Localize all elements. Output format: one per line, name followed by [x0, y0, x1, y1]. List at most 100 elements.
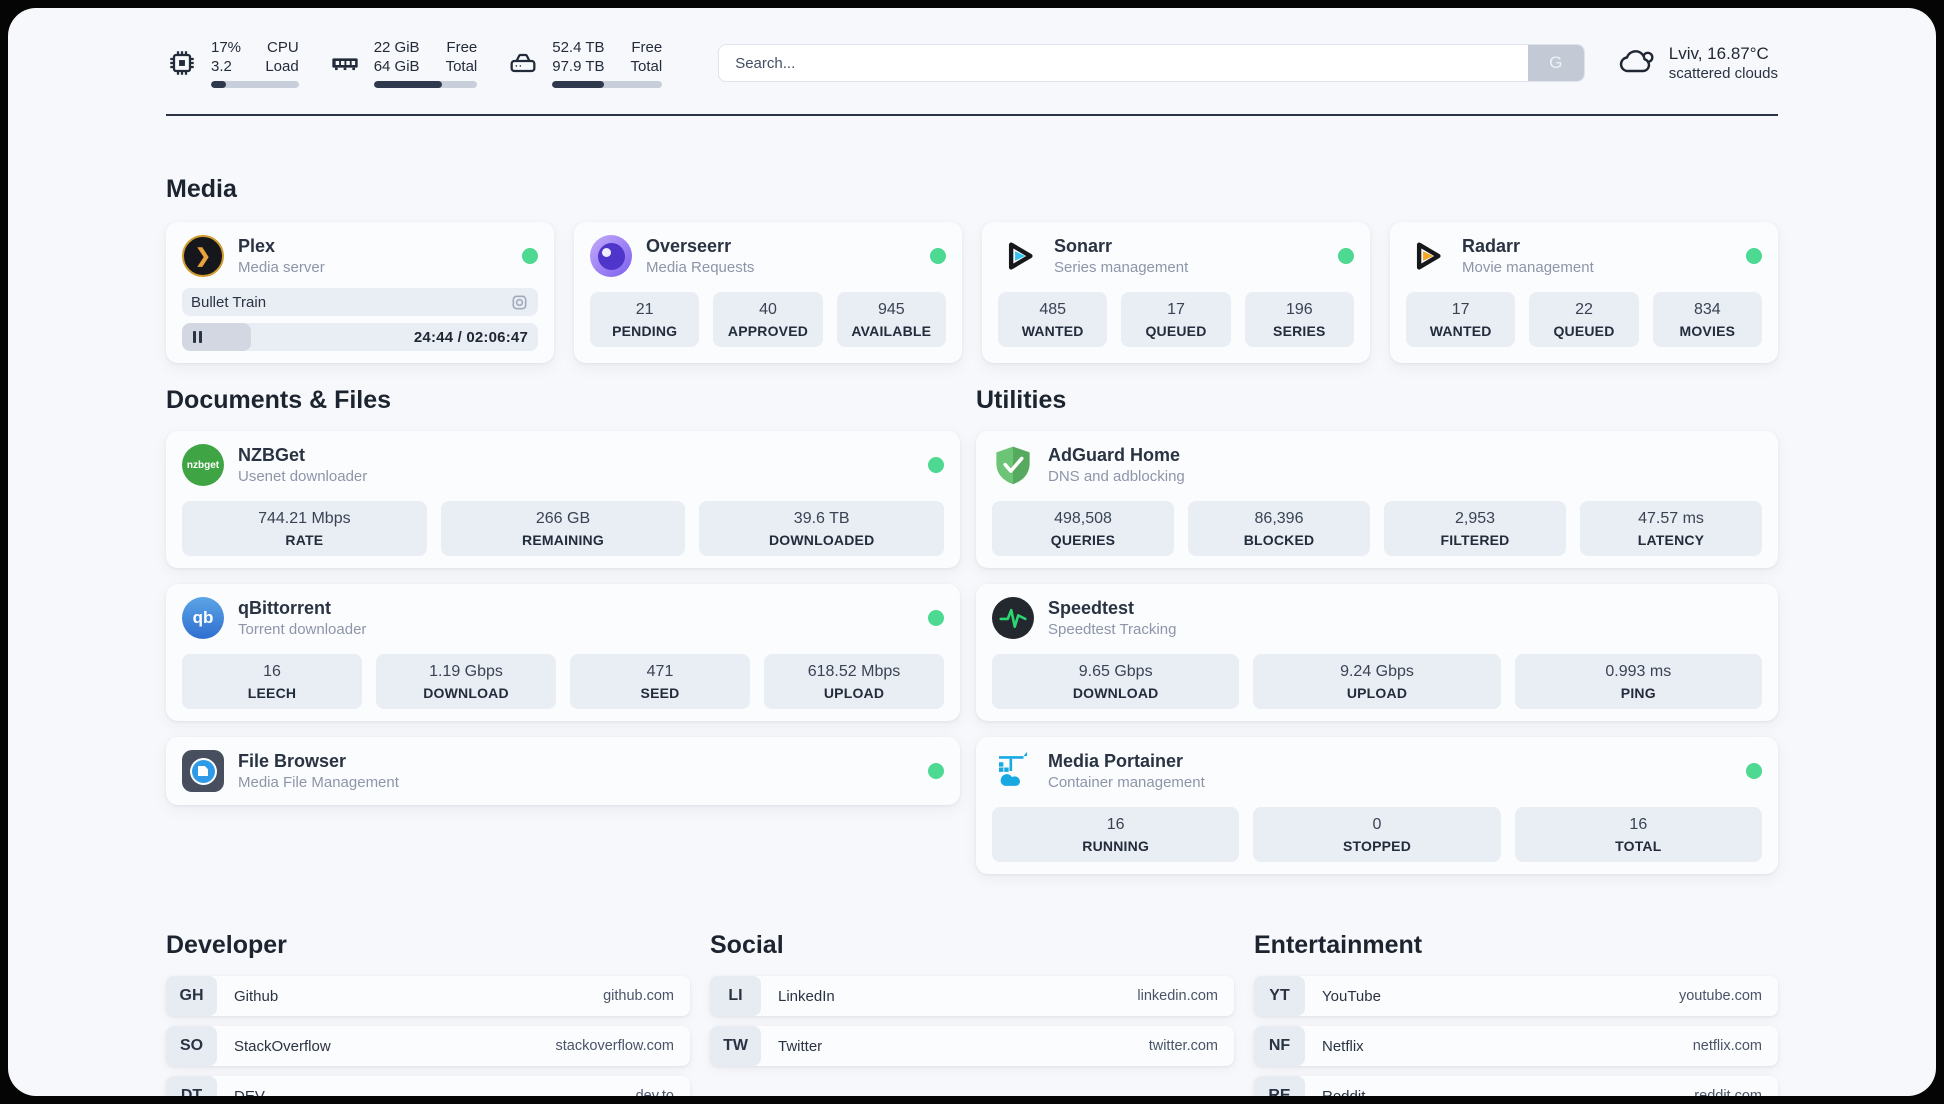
bookmark-group-social: Social LI LinkedIn linkedin.com TW Twitt…	[710, 930, 1234, 1096]
bookmark-github[interactable]: GH Github github.com	[166, 976, 690, 1016]
bookmark-abbr: RE	[1254, 1076, 1305, 1096]
bookmark-url: dev.to	[635, 1088, 674, 1096]
bookmark-twitter[interactable]: TW Twitter twitter.com	[710, 1026, 1234, 1066]
app-subtitle: Media File Management	[238, 774, 399, 791]
stat-pill: 0 STOPPED	[1253, 807, 1501, 862]
now-playing-row: Bullet Train	[182, 288, 538, 316]
qbittorrent-icon: qb	[182, 597, 224, 639]
bookmark-dev[interactable]: DT DEV dev.to	[166, 1076, 690, 1096]
bookmark-abbr: NF	[1254, 1026, 1305, 1066]
nzbget-icon: nzbget	[182, 444, 224, 486]
app-card-sonarr[interactable]: Sonarr Series management 485 WANTED 17 QUE…	[982, 222, 1370, 363]
bookmark-reddit[interactable]: RE Reddit reddit.com	[1254, 1076, 1778, 1096]
app-card-nzbget[interactable]: nzbget NZBGet Usenet downloader 744.21 M…	[166, 431, 960, 568]
disk-stat: 52.4 TB Free 97.9 TB Total	[507, 38, 663, 88]
bookmark-name: Reddit	[1322, 1087, 1366, 1097]
app-name: qBittorrent	[238, 598, 331, 618]
stat-pill: 16 TOTAL	[1514, 807, 1762, 862]
dashboard-panel: 17% CPU 3.2 Load 22 GiB Free	[8, 8, 1936, 1096]
stat-pill: 16 RUNNING	[992, 807, 1240, 862]
media-grid: ❯ Plex Media server Bullet Train	[166, 222, 1778, 363]
bookmark-name: Netflix	[1322, 1037, 1364, 1055]
bookmark-netflix[interactable]: NF Netflix netflix.com	[1254, 1026, 1778, 1066]
app-card-speedtest[interactable]: Speedtest Speedtest Tracking 9.65 Gbps DO…	[976, 584, 1778, 721]
cpu-load-label: Load	[265, 58, 299, 75]
stat-pill: 47.57 ms LATENCY	[1580, 501, 1762, 556]
adguard-shield-icon	[992, 444, 1034, 486]
header: 17% CPU 3.2 Load 22 GiB Free	[166, 36, 1778, 90]
stat-pill: 744.21 Mbps RATE	[182, 501, 427, 556]
bookmark-name: DEV	[234, 1087, 265, 1097]
search-input[interactable]	[719, 54, 1584, 72]
cpu-progress-fill	[211, 81, 226, 88]
search-bar: G	[718, 44, 1585, 82]
bookmark-stackoverflow[interactable]: SO StackOverflow stackoverflow.com	[166, 1026, 690, 1066]
cpu-load-value: 3.2	[211, 58, 232, 75]
header-divider	[166, 114, 1778, 116]
status-dot	[930, 248, 946, 264]
ram-total-value: 64 GiB	[373, 58, 420, 75]
status-dot	[522, 248, 538, 264]
section-title-utilities: Utilities	[976, 386, 1067, 414]
bookmark-name: Twitter	[778, 1037, 823, 1055]
bookmark-name: YouTube	[1322, 987, 1381, 1005]
bookmark-name: LinkedIn	[778, 987, 835, 1005]
app-subtitle: Speedtest Tracking	[1048, 621, 1177, 638]
app-subtitle: Media server	[238, 259, 325, 276]
stat-pill: 196 SERIES	[1244, 292, 1354, 347]
documents-column: Documents & Files nzbget NZBGet Usenet d…	[166, 385, 960, 874]
app-name: File Browser	[238, 751, 347, 771]
stat-pill: 2,953 FILTERED	[1384, 501, 1566, 556]
app-card-qbittorrent[interactable]: qb qBittorrent Torrent downloader 16 LEEC…	[166, 584, 960, 721]
stat-pill: 39.6 TB DOWNLOADED	[699, 501, 945, 556]
ram-progress-bar	[373, 81, 478, 88]
bookmark-abbr: DT	[166, 1076, 217, 1096]
search-engine-button[interactable]: G	[1527, 45, 1584, 81]
app-name: NZBGet	[238, 445, 305, 465]
stat-pill: 17 WANTED	[1406, 292, 1516, 347]
app-card-overseerr[interactable]: Overseerr Media Requests 21 PENDING 40 APP…	[574, 222, 962, 363]
pause-icon[interactable]	[193, 331, 202, 343]
playback-time: 24:44 / 02:06:47	[413, 328, 528, 346]
status-dot	[1338, 248, 1354, 264]
bookmark-url: reddit.com	[1694, 1088, 1762, 1096]
app-name: Overseerr	[646, 236, 732, 256]
section-title-developer: Developer	[166, 931, 287, 959]
now-playing-title: Bullet Train	[191, 293, 267, 311]
overseerr-icon	[590, 235, 632, 277]
app-card-plex[interactable]: ❯ Plex Media server Bullet Train	[166, 222, 554, 363]
app-card-filebrowser[interactable]: File Browser Media File Management	[166, 737, 960, 805]
stat-pill: 9.24 Gbps UPLOAD	[1253, 654, 1501, 709]
ram-free-value: 22 GiB	[373, 39, 420, 56]
bookmark-youtube[interactable]: YT YouTube youtube.com	[1254, 976, 1778, 1016]
bookmark-url: github.com	[603, 988, 674, 1004]
section-title-documents: Documents & Files	[166, 386, 392, 414]
stat-pill: 9.65 Gbps DOWNLOAD	[992, 654, 1240, 709]
plex-icon: ❯	[182, 235, 224, 277]
app-subtitle: Series management	[1054, 259, 1189, 276]
bookmark-abbr: LI	[710, 976, 761, 1016]
weather-location-temp: Lviv, 16.87°C	[1668, 44, 1769, 63]
cpu-label: CPU	[267, 39, 299, 56]
bookmark-abbr: GH	[166, 976, 217, 1016]
stat-pill: 86,396 BLOCKED	[1188, 501, 1370, 556]
app-card-adguard[interactable]: AdGuard Home DNS and adblocking 498,508 Q…	[976, 431, 1778, 568]
stat-pill: 40 APPROVED	[713, 292, 823, 347]
app-subtitle: Torrent downloader	[238, 621, 367, 638]
app-name: Media Portainer	[1048, 751, 1184, 771]
sonarr-icon	[998, 235, 1040, 277]
speedtest-pulse-icon	[992, 597, 1034, 639]
disk-free-label: Free	[631, 39, 663, 56]
status-dot	[1746, 763, 1762, 779]
bookmark-group-entertainment: Entertainment YT YouTube youtube.com NF …	[1254, 930, 1778, 1096]
app-card-radarr[interactable]: Radarr Movie management 17 WANTED 22 QUEUE…	[1390, 222, 1778, 363]
utilities-column: Utilities AdGuard Home DNS and adblockin…	[976, 385, 1778, 874]
bookmark-url: linkedin.com	[1137, 988, 1218, 1004]
stat-pill: 0.993 ms PING	[1514, 654, 1762, 709]
cpu-progress-bar	[211, 81, 299, 88]
bookmark-url: twitter.com	[1148, 1038, 1218, 1054]
status-dot	[928, 457, 944, 473]
app-card-portainer[interactable]: Media Portainer Container management 16 R…	[976, 737, 1778, 874]
bookmark-linkedin[interactable]: LI LinkedIn linkedin.com	[710, 976, 1234, 1016]
cloud-icon	[1617, 44, 1657, 83]
